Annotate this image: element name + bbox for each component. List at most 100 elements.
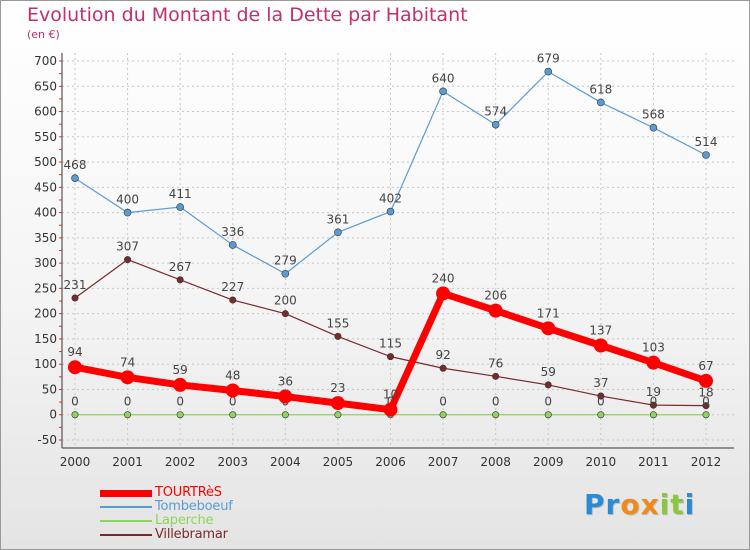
logo-letter: o: [620, 488, 641, 521]
data-label-villebramar: 19: [646, 385, 661, 399]
data-point-tourtrs: [646, 355, 661, 370]
data-label-tombeboeuf: 568: [642, 108, 665, 122]
data-point-villebramar: [281, 310, 289, 318]
data-label-tombeboeuf: 279: [274, 254, 297, 268]
data-label-tourtrs: 48: [225, 368, 240, 382]
y-tick-label: 500: [34, 155, 57, 169]
data-point-laperche: [71, 411, 79, 419]
data-point-tourtrs: [383, 402, 398, 417]
data-label-villebramar: 92: [435, 348, 450, 362]
data-label-tourtrs: 59: [173, 363, 188, 377]
chart-subtitle: (en €): [27, 28, 60, 41]
data-point-tombeboeuf: [649, 123, 658, 132]
data-label-laperche: 0: [124, 395, 132, 409]
x-tick-label: 2004: [270, 455, 301, 469]
data-label-tombeboeuf: 574: [484, 105, 507, 119]
x-tick-label: 2005: [323, 455, 354, 469]
data-point-villebramar: [124, 256, 132, 264]
logo-letter: x: [640, 488, 660, 521]
data-point-tombeboeuf: [386, 207, 395, 216]
x-tick-label: 2003: [217, 455, 248, 469]
legend-swatch: [100, 520, 152, 522]
y-tick-label: -50: [37, 433, 57, 447]
data-point-villebramar: [649, 401, 657, 409]
data-label-tourtrs: 36: [278, 375, 293, 389]
data-point-laperche: [439, 411, 447, 419]
data-point-tombeboeuf: [597, 98, 605, 107]
data-label-villebramar: 59: [541, 365, 556, 379]
data-point-tourtrs: [436, 286, 451, 301]
data-label-tourtrs: 240: [432, 271, 455, 285]
data-label-laperche: 0: [492, 395, 500, 409]
data-label-villebramar: 307: [116, 240, 139, 254]
data-point-villebramar: [492, 372, 500, 380]
logo-letter: t: [670, 488, 685, 521]
data-label-laperche: 0: [702, 395, 710, 409]
data-label-villebramar: 18: [698, 386, 713, 400]
data-point-tombeboeuf: [544, 67, 553, 76]
data-point-villebramar: [176, 276, 184, 284]
x-tick-label: 2010: [586, 455, 617, 469]
data-label-laperche: 0: [176, 395, 184, 409]
data-point-tombeboeuf: [702, 151, 710, 159]
logo-letter: r: [605, 488, 621, 521]
y-tick-label: 250: [34, 281, 57, 295]
data-point-laperche: [597, 411, 605, 419]
data-label-tourtrs: 137: [589, 324, 612, 338]
y-tick-label: 200: [34, 307, 57, 321]
data-point-laperche: [229, 411, 237, 419]
y-tick-label: 400: [34, 206, 57, 220]
legend-label: Villebramar: [155, 527, 228, 542]
data-point-villebramar: [597, 392, 605, 400]
y-tick-label: 700: [34, 54, 57, 68]
chart-title: Evolution du Montant de la Dette par Hab…: [27, 4, 468, 26]
data-point-tourtrs: [330, 396, 345, 411]
data-point-tourtrs: [173, 377, 188, 392]
data-label-tombeboeuf: 640: [432, 71, 455, 85]
data-point-tourtrs: [225, 383, 240, 398]
y-tick-label: 150: [34, 332, 57, 346]
logo-letter: P: [584, 488, 606, 521]
legend-swatch: [100, 534, 152, 536]
data-point-villebramar: [229, 296, 237, 304]
data-point-tombeboeuf: [71, 174, 79, 183]
data-label-tourtrs: 206: [484, 289, 507, 303]
data-point-tombeboeuf: [176, 203, 184, 211]
y-tick-label: 600: [34, 105, 57, 119]
data-label-villebramar: 267: [169, 260, 192, 274]
logo-letter: i: [659, 488, 671, 521]
data-label-villebramar: 231: [64, 278, 87, 292]
data-point-laperche: [649, 411, 657, 419]
y-tick-label: 300: [34, 256, 57, 270]
data-point-laperche: [176, 411, 184, 419]
legend-label: Tombeboeuf: [155, 499, 233, 514]
data-point-tombeboeuf: [439, 87, 447, 96]
data-point-tourtrs: [699, 373, 713, 388]
x-tick-label: 2001: [112, 455, 143, 469]
data-point-tourtrs: [541, 321, 556, 336]
data-point-villebramar: [439, 364, 447, 372]
data-label-tombeboeuf: 336: [221, 225, 244, 239]
data-point-laperche: [492, 411, 500, 419]
data-label-tourtrs: 67: [698, 359, 713, 373]
data-point-villebramar: [702, 402, 710, 410]
data-label-laperche: 0: [439, 395, 447, 409]
x-tick-label: 2011: [638, 455, 669, 469]
data-point-laperche: [281, 411, 289, 419]
data-point-tombeboeuf: [228, 241, 237, 249]
data-label-tombeboeuf: 514: [695, 135, 718, 149]
data-point-tombeboeuf: [491, 120, 500, 129]
data-point-tombeboeuf: [334, 228, 342, 237]
data-label-tombeboeuf: 618: [589, 82, 612, 96]
data-label-tourtrs: 23: [330, 381, 345, 395]
data-point-laperche: [334, 411, 342, 419]
data-label-tourtrs: 74: [120, 355, 135, 369]
proxiti-logo: Proxiti: [584, 488, 695, 521]
data-point-tourtrs: [278, 389, 293, 404]
legend-label: Laperche: [155, 513, 214, 528]
data-label-tombeboeuf: 400: [116, 193, 139, 207]
data-label-villebramar: 115: [379, 337, 402, 351]
data-point-tombeboeuf: [123, 208, 132, 217]
data-point-tombeboeuf: [281, 269, 290, 278]
